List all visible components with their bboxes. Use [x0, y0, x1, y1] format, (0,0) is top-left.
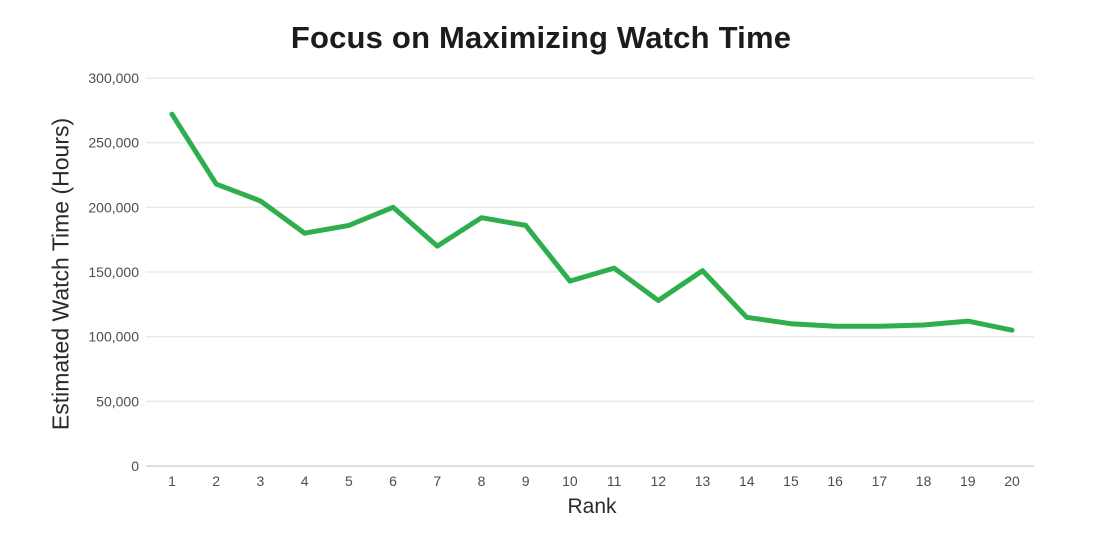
x-tick-label: 12 — [651, 473, 667, 489]
x-tick-label: 10 — [562, 473, 578, 489]
x-tick-label: 18 — [916, 473, 932, 489]
x-axis-title: Rank — [567, 495, 617, 518]
y-tick-label: 50,000 — [96, 393, 139, 409]
x-tick-label: 2 — [212, 473, 220, 489]
x-tick-label: 1 — [168, 473, 176, 489]
x-tick-label: 4 — [301, 473, 309, 489]
y-tick-label: 100,000 — [88, 329, 139, 345]
y-tick-label: 250,000 — [88, 135, 139, 151]
x-tick-label: 13 — [695, 473, 711, 489]
x-tick-label: 15 — [783, 473, 799, 489]
x-tick-label: 5 — [345, 473, 353, 489]
x-tick-label: 14 — [739, 473, 755, 489]
y-tick-label: 150,000 — [88, 264, 139, 280]
x-tick-label: 20 — [1004, 473, 1020, 489]
x-tick-label: 8 — [478, 473, 486, 489]
x-tick-label: 17 — [872, 473, 888, 489]
y-tick-label: 200,000 — [88, 199, 139, 215]
y-tick-label: 300,000 — [88, 70, 139, 86]
x-tick-label: 9 — [522, 473, 530, 489]
y-tick-label: 0 — [131, 458, 139, 474]
x-tick-label: 6 — [389, 473, 397, 489]
x-tick-label: 3 — [257, 473, 265, 489]
x-tick-label: 16 — [827, 473, 843, 489]
x-tick-label: 11 — [607, 473, 622, 489]
x-tick-label: 19 — [960, 473, 976, 489]
chart-title: Focus on Maximizing Watch Time — [290, 20, 792, 55]
x-tick-label: 7 — [433, 473, 441, 489]
watch-time-series-line — [169, 111, 1015, 333]
